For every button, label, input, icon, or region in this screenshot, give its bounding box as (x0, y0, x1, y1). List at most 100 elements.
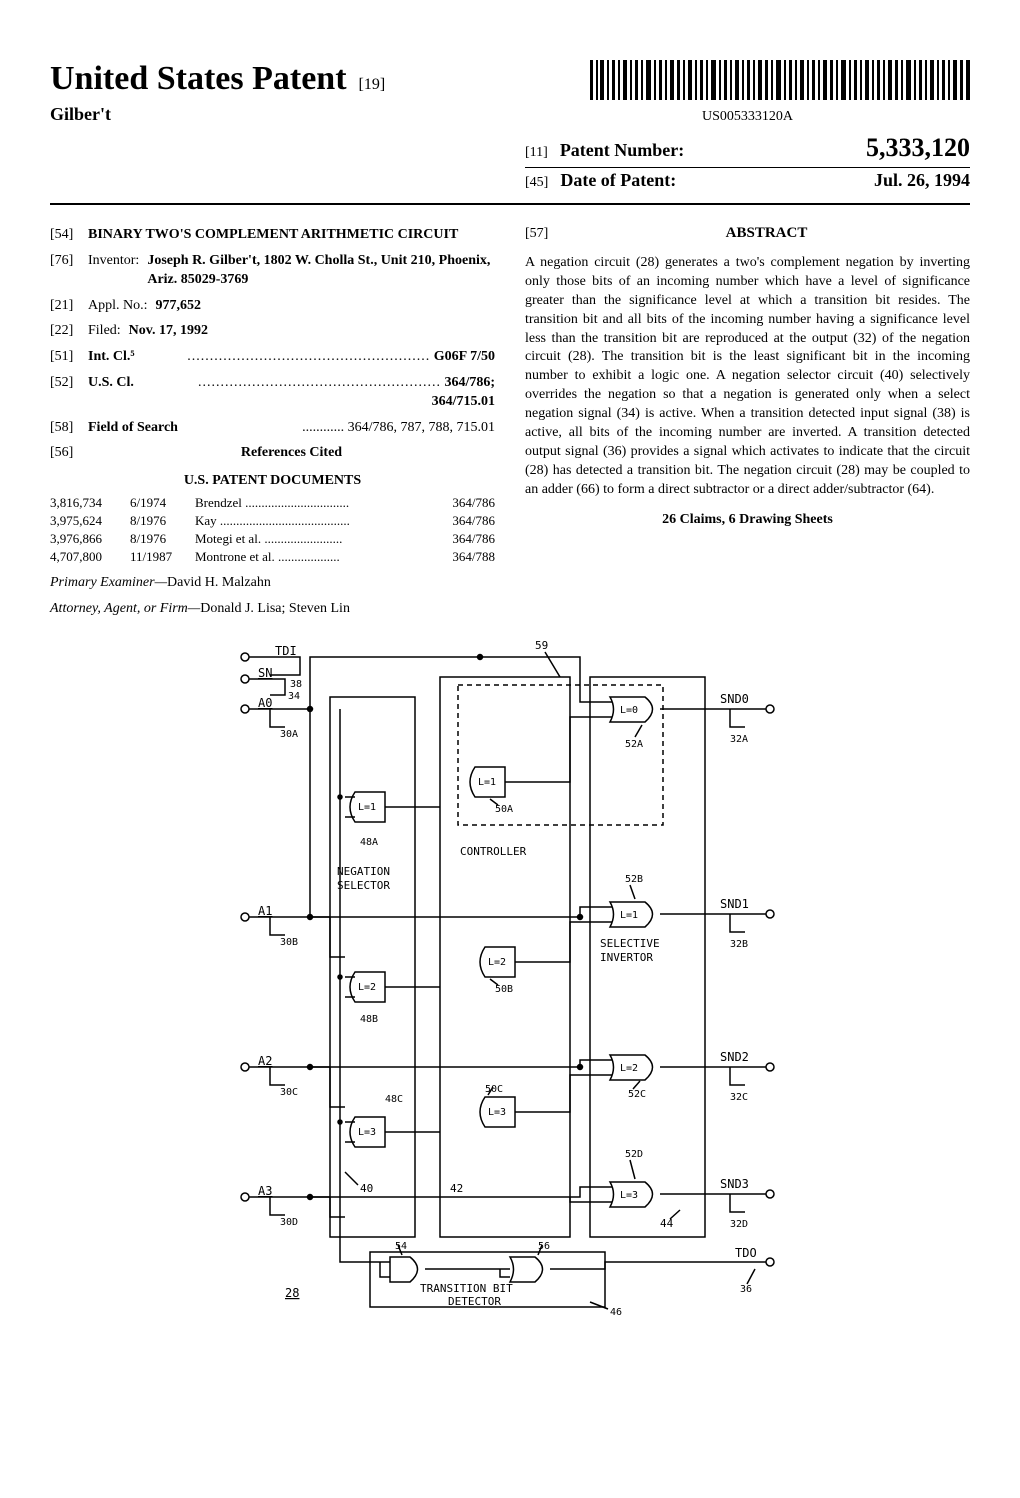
svg-text:30D: 30D (280, 1217, 298, 1228)
main-divider (50, 203, 970, 205)
divider (525, 167, 970, 168)
reference-row: 4,707,800 11/1987 Montrone et al. ......… (50, 549, 495, 565)
svg-text:SND1: SND1 (720, 897, 749, 911)
svg-text:A2: A2 (258, 1054, 272, 1068)
svg-text:38: 38 (290, 679, 302, 690)
field-label: Int. Cl.⁵ (88, 347, 135, 367)
barcode-number: US005333120A (525, 109, 970, 125)
barcode-icon (525, 60, 970, 105)
uscl-row: [52] U.S. Cl. 364/786; 364/715.01 (50, 373, 495, 412)
svg-text:48B: 48B (360, 1014, 378, 1025)
svg-text:44: 44 (660, 1217, 674, 1230)
svg-text:L=3: L=3 (358, 1127, 376, 1138)
reference-row: 3,975,624 8/1976 Kay ...................… (50, 513, 495, 529)
field-label: U.S. Cl. (88, 373, 134, 412)
content-columns: [54] BINARY TWO'S COMPLEMENT ARITHMETIC … (50, 225, 970, 617)
header-left: United States Patent [19] Gilber't (50, 60, 495, 125)
svg-text:SN: SN (258, 666, 272, 680)
svg-text:54: 54 (395, 1241, 407, 1252)
inventor-value: Joseph R. Gilber't, 1802 W. Cholla St., … (147, 251, 495, 290)
svg-text:46: 46 (610, 1307, 622, 1318)
svg-text:36: 36 (740, 1284, 752, 1295)
svg-text:50C: 50C (485, 1084, 503, 1095)
field-code: [76] (50, 251, 88, 290)
refs-label: References Cited (88, 443, 495, 463)
svg-text:CONTROLLER: CONTROLLER (460, 845, 527, 858)
svg-text:L=2: L=2 (620, 1063, 638, 1074)
uscl-value: 364/786; 364/715.01 (142, 373, 495, 412)
field-label: Filed: (88, 321, 121, 341)
field-code: [54] (50, 225, 88, 245)
svg-text:L=3: L=3 (620, 1190, 638, 1201)
reference-row: 3,976,866 8/1976 Motegi et al. .........… (50, 531, 495, 547)
series-code: [19] (359, 76, 386, 93)
svg-text:L=1: L=1 (358, 802, 376, 813)
circuit-diagram: TDI 38 SN 34 A0 30A A1 30B A2 30C (50, 637, 970, 1332)
svg-text:30B: 30B (280, 937, 298, 948)
inventor-surname: Gilber't (50, 104, 495, 125)
svg-text:32A: 32A (730, 734, 748, 745)
svg-text:52B: 52B (625, 874, 643, 885)
svg-text:A0: A0 (258, 696, 272, 710)
svg-text:A1: A1 (258, 904, 272, 918)
svg-text:42: 42 (450, 1182, 463, 1195)
invention-title-row: [54] BINARY TWO'S COMPLEMENT ARITHMETIC … (50, 225, 495, 245)
reference-row: 3,816,734 6/1974 Brendzel ..............… (50, 495, 495, 511)
svg-text:TDO: TDO (735, 1246, 757, 1260)
field-label: Field of Search (88, 418, 178, 438)
svg-text:TDI: TDI (275, 644, 297, 658)
intcl-value: G06F 7/50 (143, 347, 495, 367)
header-right: US005333120A [11] Patent Number: 5,333,1… (495, 60, 970, 195)
svg-text:30A: 30A (280, 729, 298, 740)
svg-text:50B: 50B (495, 984, 513, 995)
us-docs-heading: U.S. PATENT DOCUMENTS (50, 473, 495, 489)
abstract-heading: ABSTRACT (563, 225, 970, 242)
svg-text:40: 40 (360, 1182, 373, 1195)
left-column: [54] BINARY TWO'S COMPLEMENT ARITHMETIC … (50, 225, 495, 617)
abstract-text: A negation circuit (28) generates a two'… (525, 254, 970, 500)
filed-value: Nov. 17, 1992 (129, 321, 495, 341)
patent-header: United States Patent [19] Gilber't (50, 60, 970, 195)
patent-number-label: Patent Number: (560, 140, 866, 161)
svg-text:L=1: L=1 (620, 910, 638, 921)
svg-text:52C: 52C (628, 1089, 646, 1100)
main-title: United States Patent (50, 60, 347, 97)
refs-row: [56] References Cited (50, 443, 495, 463)
field-code: [22] (50, 321, 88, 341)
appl-row: [21] Appl. No.: 977,652 (50, 296, 495, 316)
svg-text:50A: 50A (495, 804, 513, 815)
svg-text:SND0: SND0 (720, 692, 749, 706)
patent-date-row: [45] Date of Patent: Jul. 26, 1994 (525, 170, 970, 191)
svg-text:52A: 52A (625, 739, 643, 750)
patent-number-row: [11] Patent Number: 5,333,120 (525, 133, 970, 163)
intcl-row: [51] Int. Cl.⁵ G06F 7/50 (50, 347, 495, 367)
search-row: [58] Field of Search ............ 364/78… (50, 418, 495, 438)
svg-text:A3: A3 (258, 1184, 272, 1198)
svg-text:NEGATION: NEGATION (337, 865, 390, 878)
svg-text:L=0: L=0 (620, 705, 638, 716)
filed-row: [22] Filed: Nov. 17, 1992 (50, 321, 495, 341)
svg-text:28: 28 (285, 1286, 299, 1300)
field-code: [21] (50, 296, 88, 316)
field-label: Inventor: (88, 251, 139, 290)
svg-text:INVERTOR: INVERTOR (600, 951, 653, 964)
inventor-row: [76] Inventor: Joseph R. Gilber't, 1802 … (50, 251, 495, 290)
svg-text:52D: 52D (625, 1149, 643, 1160)
patent-number-code: [11] (525, 145, 548, 161)
patent-number-value: 5,333,120 (866, 133, 970, 163)
diagram-svg: TDI 38 SN 34 A0 30A A1 30B A2 30C (230, 637, 790, 1327)
field-code: [58] (50, 418, 88, 438)
date-value: Jul. 26, 1994 (874, 170, 970, 191)
right-column: [57] ABSTRACT A negation circuit (28) ge… (525, 225, 970, 617)
search-value: ............ 364/786, 787, 788, 715.01 (186, 418, 495, 438)
svg-text:L=2: L=2 (358, 982, 376, 993)
references-table: 3,816,734 6/1974 Brendzel ..............… (50, 495, 495, 565)
svg-text:48C: 48C (385, 1094, 403, 1105)
svg-text:L=2: L=2 (488, 957, 506, 968)
svg-text:L=1: L=1 (478, 777, 496, 788)
date-label: Date of Patent: (560, 170, 874, 191)
svg-text:34: 34 (288, 691, 300, 702)
abstract-code: [57] (525, 226, 563, 242)
svg-text:32B: 32B (730, 939, 748, 950)
svg-text:59: 59 (535, 639, 548, 652)
